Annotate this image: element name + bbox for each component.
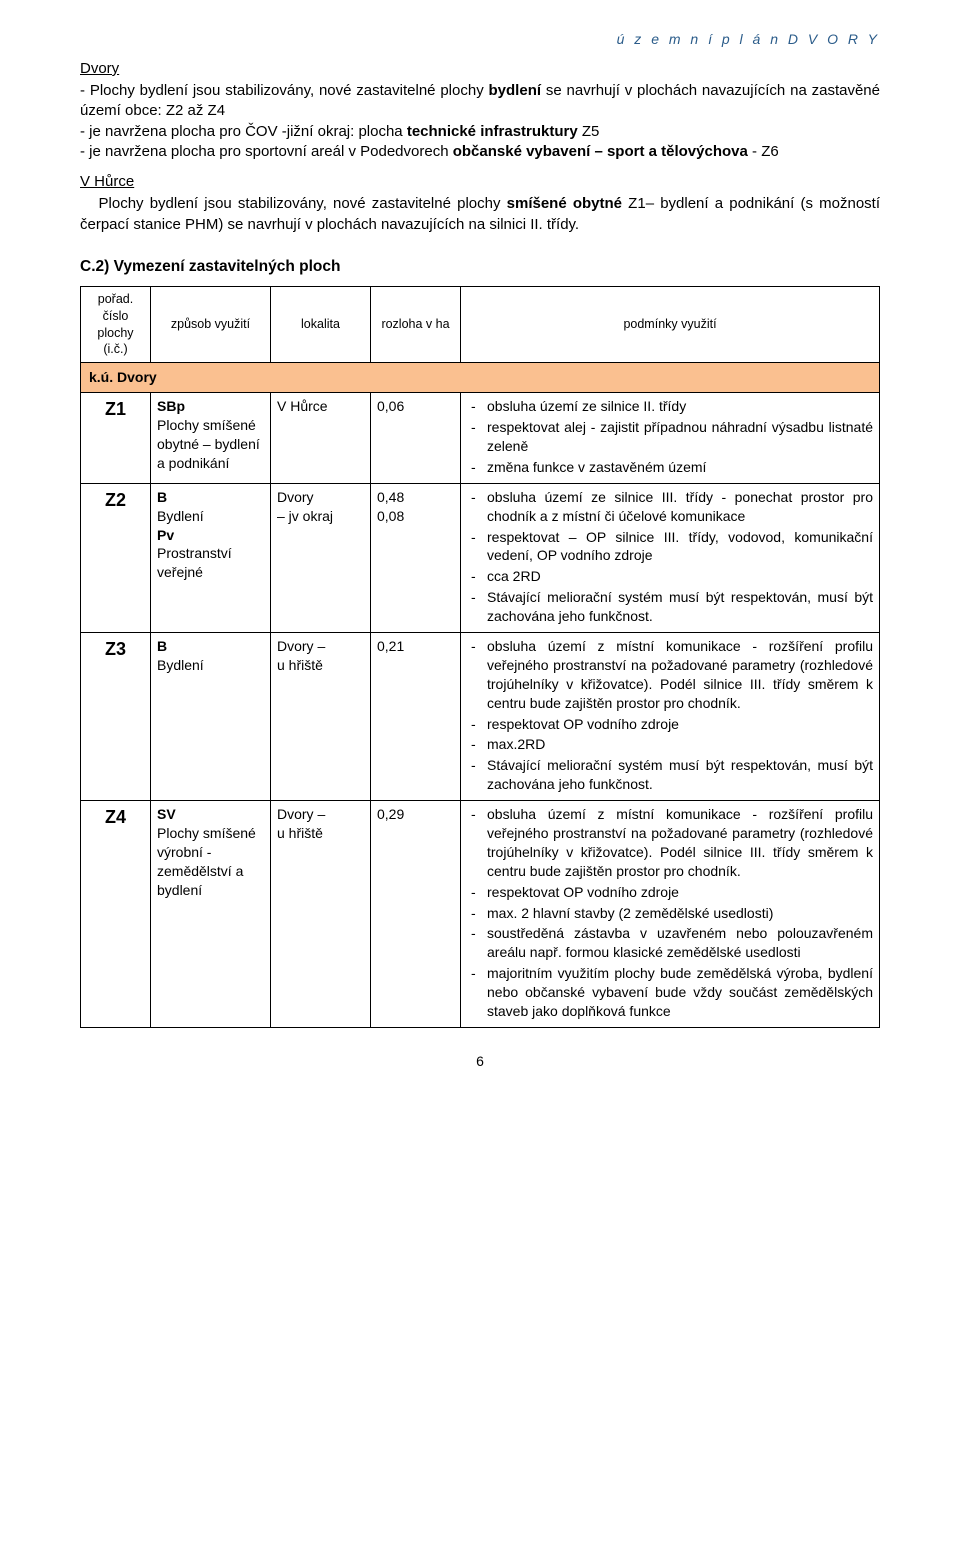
condition-item: soustředěná zástavba v uzavřeném nebo po…	[481, 924, 873, 962]
condition-item: majoritním využitím plochy bude zeměděls…	[481, 964, 873, 1021]
section-title-dvory: Dvory	[80, 59, 880, 79]
conditions-list: obsluha území ze silnice III. třídy - po…	[467, 488, 873, 626]
text: - je navržena plocha pro ČOV -jižní okra…	[80, 123, 407, 140]
bold-text: technické infrastruktury	[407, 123, 578, 140]
area-cell: 0,480,08	[371, 483, 461, 632]
subheading-c2: C.2) Vymezení zastavitelných ploch	[80, 257, 880, 278]
locality-cell: Dvory– jv okraj	[271, 483, 371, 632]
table-body: k.ú. Dvory Z1SBpPlochy smíšené obytné – …	[81, 363, 880, 1028]
bold-text: občanské vybavení – sport a tělovýchova	[453, 143, 748, 160]
conditions-cell: obsluha území z místní komunikace - rozš…	[461, 801, 880, 1028]
condition-item: obsluha území ze silnice III. třídy - po…	[481, 488, 873, 526]
allocation-table: pořad. číslo plochy (i.č.) způsob využit…	[80, 286, 880, 1028]
group-label: k.ú. Dvory	[81, 363, 880, 393]
zone-id: Z2	[81, 483, 151, 632]
condition-item: respektovat OP vodního zdroje	[481, 715, 873, 734]
zone-id: Z1	[81, 393, 151, 484]
page: ú z e m n í p l á n D V O R Y Dvory - Pl…	[0, 0, 960, 1111]
header-subtitle: ú z e m n í p l á n D V O R Y	[80, 30, 880, 49]
text: Plochy bydlení jsou stabilizovány, nové …	[99, 195, 507, 212]
condition-item: cca 2RD	[481, 567, 873, 586]
zone-id: Z4	[81, 801, 151, 1028]
locality-cell: Dvory –u hřiště	[271, 633, 371, 801]
text: - je navržena plocha pro sportovní areál…	[80, 143, 453, 160]
paragraph-dvory: - Plochy bydlení jsou stabilizovány, nov…	[80, 81, 880, 162]
area-cell: 0,29	[371, 801, 461, 1028]
condition-item: Stávající meliorační systém musí být res…	[481, 588, 873, 626]
table-row: Z2BBydleníPvProstranství veřejnéDvory– j…	[81, 483, 880, 632]
locality-cell: V Hůrce	[271, 393, 371, 484]
condition-item: respektovat OP vodního zdroje	[481, 883, 873, 902]
page-number: 6	[80, 1052, 880, 1071]
text: - Z6	[748, 143, 779, 160]
section-title-hurce: V Hůrce	[80, 172, 880, 192]
condition-item: respektovat alej - zajistit případnou ná…	[481, 418, 873, 456]
group-row: k.ú. Dvory	[81, 363, 880, 393]
use-cell: SVPlochy smíšené výrobní - zemědělství a…	[151, 801, 271, 1028]
bold-text: smíšené obytné	[507, 195, 622, 212]
condition-item: max.2RD	[481, 735, 873, 754]
condition-item: změna funkce v zastavěném území	[481, 458, 873, 477]
text: - Plochy bydlení jsou stabilizovány, nov…	[80, 82, 489, 99]
bold-text: bydlení	[489, 82, 542, 99]
table-row: Z1SBpPlochy smíšené obytné – bydlení a p…	[81, 393, 880, 484]
conditions-list: obsluha území ze silnice II. třídy respek…	[467, 397, 873, 477]
table-header: pořad. číslo plochy (i.č.) způsob využit…	[81, 286, 880, 363]
use-cell: BBydleníPvProstranství veřejné	[151, 483, 271, 632]
table-row: Z4SVPlochy smíšené výrobní - zemědělství…	[81, 801, 880, 1028]
table-row: Z3BBydleníDvory –u hřiště0,21 obsluha úze…	[81, 633, 880, 801]
conditions-list: obsluha území z místní komunikace - rozš…	[467, 637, 873, 794]
th-loc: lokalita	[271, 286, 371, 363]
th-use: způsob využití	[151, 286, 271, 363]
conditions-cell: obsluha území z místní komunikace - rozš…	[461, 633, 880, 801]
use-cell: BBydlení	[151, 633, 271, 801]
th-id: pořad. číslo plochy (i.č.)	[81, 286, 151, 363]
area-cell: 0,21	[371, 633, 461, 801]
th-area: rozloha v ha	[371, 286, 461, 363]
conditions-list: obsluha území z místní komunikace - rozš…	[467, 805, 873, 1021]
condition-item: obsluha území z místní komunikace - rozš…	[481, 805, 873, 881]
condition-item: Stávající meliorační systém musí být res…	[481, 756, 873, 794]
use-cell: SBpPlochy smíšené obytné – bydlení a pod…	[151, 393, 271, 484]
conditions-cell: obsluha území ze silnice III. třídy - po…	[461, 483, 880, 632]
paragraph-hurce: Plochy bydlení jsou stabilizovány, nové …	[80, 194, 880, 235]
condition-item: respektovat – OP silnice III. třídy, vod…	[481, 528, 873, 566]
condition-item: obsluha území ze silnice II. třídy	[481, 397, 873, 416]
locality-cell: Dvory –u hřiště	[271, 801, 371, 1028]
zone-id: Z3	[81, 633, 151, 801]
text: Z5	[578, 123, 600, 140]
area-cell: 0,06	[371, 393, 461, 484]
th-cond: podmínky využití	[461, 286, 880, 363]
conditions-cell: obsluha území ze silnice II. třídy respek…	[461, 393, 880, 484]
condition-item: max. 2 hlavní stavby (2 zemědělské usedl…	[481, 904, 873, 923]
condition-item: obsluha území z místní komunikace - rozš…	[481, 637, 873, 713]
